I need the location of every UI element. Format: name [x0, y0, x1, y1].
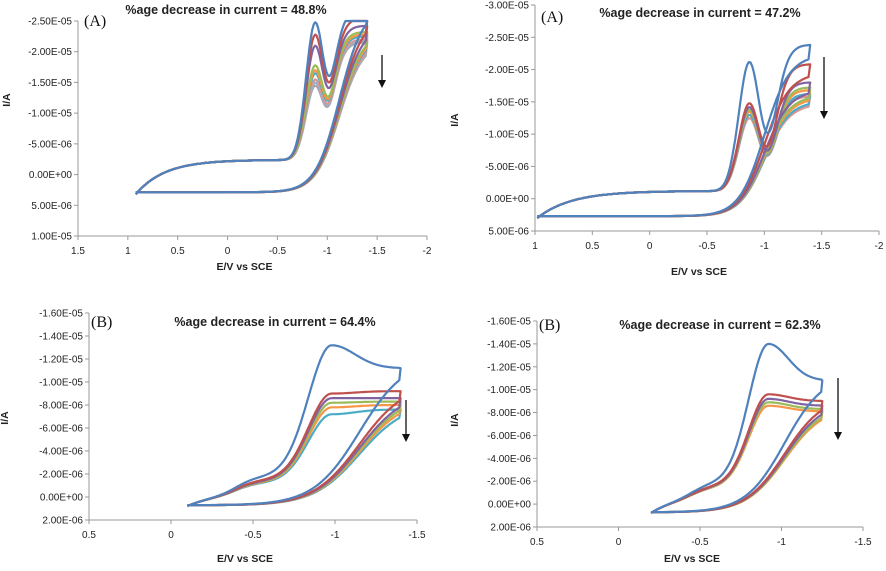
x-tick-label: 0	[168, 530, 174, 541]
cv-series-line	[186, 397, 402, 508]
x-tick-label: 0.5	[171, 246, 185, 257]
y-tick-label: -1.00E-05	[39, 378, 83, 389]
x-tick-label: -1.5	[854, 537, 872, 548]
y-tick-label: -8.00E-06	[39, 401, 83, 412]
y-tick-label: 5.00E-06	[488, 227, 529, 238]
y-tick-label: -1.50E-05	[485, 97, 529, 108]
y-tick-label: -1.50E-05	[28, 78, 72, 89]
x-tick-label: -1	[777, 537, 786, 548]
x-tick-label: 0.5	[82, 530, 96, 541]
x-tick-label: 0.5	[585, 241, 599, 252]
y-tick-label: -3.00E-05	[485, 1, 529, 12]
y-tick-label: -1.00E-05	[485, 130, 529, 141]
chart-title: %age decrease in current = 47.2%	[599, 6, 800, 20]
panel-label: (A)	[84, 13, 106, 30]
x-tick-label: -0.5	[244, 530, 262, 541]
cv-series-line	[536, 43, 812, 219]
x-tick-label: -1	[760, 241, 769, 252]
x-tick-label: -2	[423, 246, 432, 257]
cv-series-line	[186, 344, 402, 508]
chart-title: %age decrease in current = 62.3%	[619, 318, 820, 332]
x-tick-label: 1	[532, 241, 538, 252]
chart-panel-1: 1.00E-05 5.00E-06 0.00E+00 -5.00E-06 -1.00E-…	[1, 3, 432, 273]
y-tick-label: -1.60E-05	[487, 317, 531, 328]
y-tick-label: -1.20E-05	[487, 362, 531, 373]
y-tick-label: 0.00E+00	[40, 493, 84, 504]
x-axis-title: E/V vs SCE	[217, 553, 273, 565]
x-tick-label: -0.5	[269, 246, 287, 257]
x-tick-label: -0.5	[698, 241, 716, 252]
y-tick-label: 0.00E+00	[486, 194, 530, 205]
y-axis-title: I/A	[0, 411, 11, 425]
x-tick-label: 0.5	[530, 537, 544, 548]
y-axis-title: I/A	[449, 113, 461, 127]
y-tick-label: -4.00E-06	[39, 447, 83, 458]
y-tick-label: 2.00E-06	[490, 523, 531, 534]
cv-series-line	[134, 24, 369, 195]
x-tick-label: -1	[323, 246, 332, 257]
cv-series-line	[134, 19, 369, 195]
y-tick-label: -2.00E-06	[487, 477, 531, 488]
panel-label: (A)	[541, 9, 563, 26]
x-tick-label: 0	[647, 241, 653, 252]
y-tick-label: 2.00E-06	[42, 516, 83, 527]
x-tick-label: -1	[331, 530, 340, 541]
panel-label: (B)	[91, 314, 112, 331]
x-tick-label: 0	[225, 246, 231, 257]
y-tick-label: -1.40E-05	[39, 332, 83, 343]
x-tick-label: -1.5	[369, 246, 387, 257]
cv-series-line	[536, 63, 812, 219]
y-axis-title: I/A	[449, 413, 461, 427]
x-tick-label: -0.5	[691, 537, 709, 548]
y-tick-label: -2.00E-05	[485, 65, 529, 76]
x-tick-label: -2	[875, 241, 884, 252]
y-axis-title: I/A	[1, 93, 13, 107]
chart-panel-4: 2.00E-06 0.00E+00 -2.00E-06 -4.00E-06 -6.00E…	[449, 317, 872, 566]
y-tick-label: -1.00E-05	[487, 385, 531, 396]
cv-series-line	[134, 41, 369, 195]
y-tick-label: -2.00E-05	[28, 47, 72, 58]
y-tick-label: -5.00E-06	[485, 162, 529, 173]
y-tick-label: -1.40E-05	[487, 339, 531, 350]
y-tick-label: -1.60E-05	[39, 309, 83, 320]
chart-panel-2: 5.00E-060.00E+00-5.00E-06-1.00E-05-1.50E…	[449, 1, 884, 279]
x-axis-title: E/V vs SCE	[664, 553, 720, 565]
x-tick-label: 1	[125, 246, 131, 257]
y-tick-label: 0.00E+00	[29, 170, 73, 181]
y-tick-label: -6.00E-06	[39, 424, 83, 435]
y-tick-label: -5.00E-06	[28, 139, 72, 150]
x-tick-label: -1.5	[813, 241, 831, 252]
x-axis-title: E/V vs SCE	[671, 266, 727, 278]
y-tick-label: -6.00E-06	[487, 431, 531, 442]
x-tick-label: 1.5	[71, 246, 85, 257]
x-tick-label: -1.5	[408, 530, 426, 541]
y-tick-label: -2.50E-05	[485, 33, 529, 44]
y-tick-label: -2.00E-06	[39, 470, 83, 481]
y-tick-label: -1.20E-05	[39, 355, 83, 366]
cv-series-line	[134, 19, 369, 195]
chart-panel-3: 2.00E-06 0.00E+00 -2.00E-06 -4.00E-06 -6.00E…	[0, 309, 426, 566]
y-tick-label: -8.00E-06	[487, 408, 531, 419]
cv-series-line	[650, 397, 824, 515]
chart-title: %age decrease in current = 64.4%	[174, 315, 375, 329]
cv-series-line	[186, 390, 402, 508]
y-tick-label: 0.00E+00	[488, 500, 532, 511]
y-tick-label: -1.00E-05	[28, 109, 72, 120]
y-tick-label: 5.00E-06	[31, 201, 72, 212]
chart-title: %age decrease in current = 48.8%	[125, 3, 326, 17]
cv-series-line	[536, 81, 812, 219]
cv-series-line	[650, 393, 824, 514]
cv-series-line	[650, 401, 824, 515]
panel-label: (B)	[539, 317, 560, 334]
x-tick-label: 0	[616, 537, 622, 548]
y-tick-label: -4.00E-06	[487, 454, 531, 465]
x-axis-title: E/V vs SCE	[216, 261, 272, 273]
y-tick-label: 1.00E-05	[31, 232, 72, 243]
cv-series-line	[650, 342, 824, 514]
y-tick-label: -2.50E-05	[28, 17, 72, 28]
